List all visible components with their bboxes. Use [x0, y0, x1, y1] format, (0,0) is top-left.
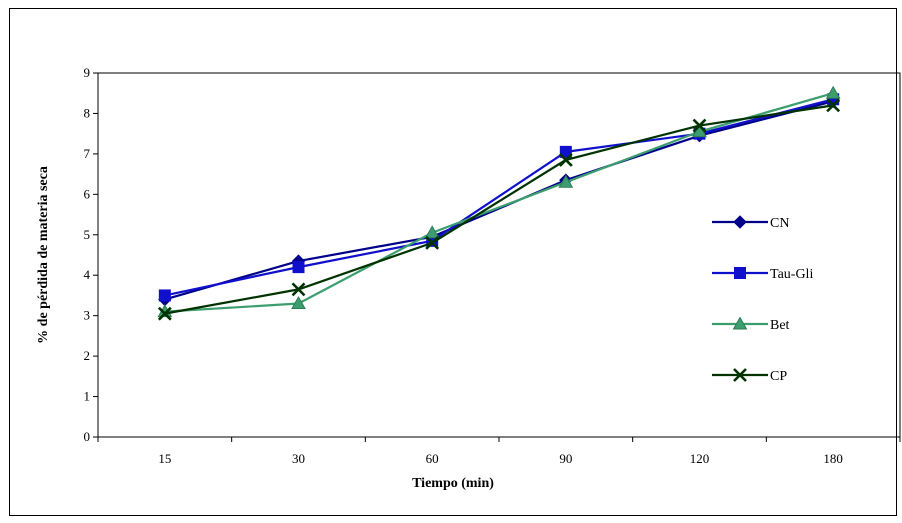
x-tick-label: 30	[292, 451, 305, 466]
data-point-tau-gli	[292, 261, 305, 274]
legend-label-cp: CP	[770, 369, 787, 384]
series-line-bet	[164, 92, 834, 313]
legend-marker-tau-gli	[734, 267, 746, 279]
data-point-cp	[291, 282, 306, 297]
chart-frame	[9, 8, 897, 516]
legend-marker-cp	[733, 368, 747, 382]
data-point-tau-gli	[559, 145, 572, 158]
data-point-bet	[424, 225, 440, 239]
series-line-cp	[164, 104, 834, 315]
legend-label-tau-gli: Tau-Gli	[770, 267, 813, 282]
y-tick-label: 2	[84, 348, 91, 363]
legend-marker-cn	[733, 215, 747, 229]
legend-marker-bet	[732, 316, 748, 330]
data-point-bet	[692, 124, 707, 138]
y-axis-title: % de pérdida de materia seca	[36, 166, 51, 344]
data-point-cp	[558, 153, 573, 167]
y-tick-label: 3	[84, 308, 91, 323]
y-tick-label: 8	[84, 105, 91, 120]
data-point-bet	[825, 85, 841, 99]
data-point-cp	[425, 235, 440, 250]
data-point-cp	[157, 306, 172, 321]
x-axis-title: Tiempo (min)	[412, 476, 494, 491]
x-tick-label: 180	[823, 451, 843, 466]
y-tick-label: 9	[84, 65, 91, 80]
y-tick-label: 5	[84, 227, 91, 242]
series-line-tau-gli	[164, 98, 834, 297]
x-tick-label: 90	[559, 451, 572, 466]
y-tick-label: 6	[84, 186, 91, 201]
data-point-cp	[692, 118, 707, 133]
data-point-bet	[558, 174, 574, 188]
y-tick-label: 0	[84, 429, 91, 444]
x-tick-label: 120	[690, 451, 710, 466]
legend-label-bet: Bet	[770, 318, 790, 333]
x-tick-label: 15	[158, 451, 171, 466]
data-point-bet	[291, 296, 306, 310]
data-point-tau-gli	[158, 289, 171, 302]
x-tick-label: 60	[426, 451, 439, 466]
y-tick-label: 4	[84, 267, 91, 282]
data-point-cp	[826, 98, 841, 113]
legend-label-cn: CN	[770, 216, 789, 231]
y-tick-label: 1	[84, 389, 91, 404]
y-tick-label: 7	[84, 146, 91, 161]
